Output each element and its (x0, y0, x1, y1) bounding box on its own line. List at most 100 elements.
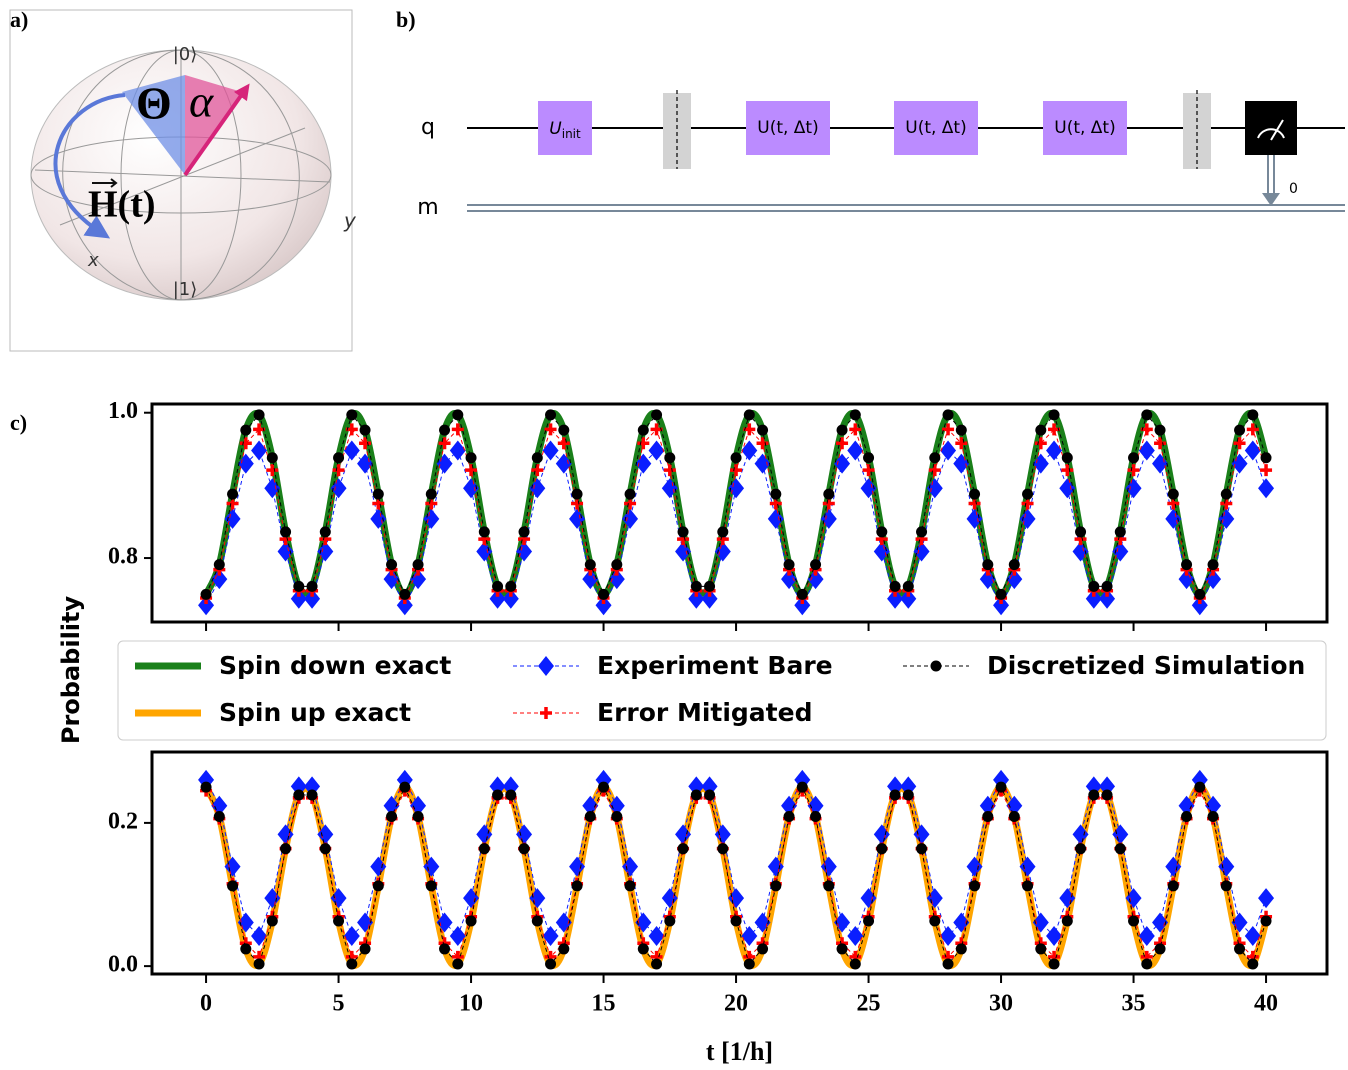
circle-marker (1022, 880, 1034, 892)
circle-marker (1101, 789, 1113, 801)
circle-marker (306, 789, 318, 801)
diamond-marker (1046, 926, 1063, 947)
diamond-marker (953, 453, 970, 474)
gate-label: U(t, Δt) (905, 118, 966, 138)
diamond-marker (1152, 912, 1169, 933)
plus-marker (756, 437, 769, 450)
legend-marker (538, 656, 554, 676)
circle-marker (1048, 958, 1060, 970)
circle-marker (333, 452, 345, 464)
diamond-marker (1244, 440, 1261, 461)
circle-marker (372, 488, 384, 500)
circle-marker (465, 452, 477, 464)
diamond-marker (913, 824, 930, 845)
legend-label: Error Mitigated (597, 698, 812, 727)
circle-marker (1167, 488, 1179, 500)
diamond-marker (304, 588, 321, 609)
diamond-marker (542, 926, 559, 947)
circle-marker (624, 488, 636, 500)
gate-subscript: init (562, 127, 581, 141)
diamond-marker (1244, 926, 1261, 947)
circle-marker (889, 789, 901, 801)
circle-marker (1061, 915, 1073, 927)
circle-marker (783, 559, 795, 571)
circle-marker (1128, 915, 1140, 927)
circle-marker (280, 843, 292, 855)
circle-marker (664, 915, 676, 927)
panel-label: a) (10, 7, 28, 32)
y-tick-label: 0.0 (108, 952, 138, 978)
plus-marker (663, 464, 676, 477)
circle-marker (704, 789, 716, 801)
axes-frame (150, 402, 1329, 624)
dashed-line (205, 449, 1267, 607)
circle-marker (359, 424, 371, 436)
diamond-marker (569, 856, 586, 877)
diamond-marker (767, 856, 784, 877)
circle-marker (531, 452, 543, 464)
diamond-marker (820, 856, 837, 877)
plus-marker (1260, 464, 1273, 477)
diamond-marker (1059, 888, 1076, 909)
circle-marker (1075, 526, 1087, 538)
legend-label: Spin up exact (219, 698, 411, 727)
x-tick-label: 10 (459, 991, 483, 1017)
x-tick-label: 0 (200, 991, 212, 1017)
gate-symbol: U (549, 119, 562, 139)
plus-marker (928, 464, 941, 477)
circle-marker (598, 781, 610, 793)
circle-marker (651, 409, 663, 421)
circle-marker (1022, 488, 1034, 500)
circle-marker (624, 880, 636, 892)
circle-marker (478, 843, 490, 855)
diamond-marker (436, 453, 453, 474)
diamond-marker (940, 440, 957, 461)
diamond-marker (1112, 824, 1129, 845)
plus-marker (955, 437, 968, 450)
circle-marker (1008, 810, 1020, 822)
circle-marker (1088, 789, 1100, 801)
plus-marker (730, 464, 743, 477)
diamond-marker (1258, 478, 1275, 499)
plus-marker (862, 464, 875, 477)
diamond-marker (1125, 888, 1142, 909)
diamond-marker (1258, 888, 1275, 909)
diamond-marker (595, 595, 612, 616)
diamond-marker (714, 824, 731, 845)
circle-marker (902, 580, 914, 592)
diamond-marker (449, 440, 466, 461)
gate-label: U(t, Δt) (757, 118, 818, 138)
y-tick-label: 1.0 (108, 398, 138, 424)
circle-marker (293, 789, 305, 801)
diamond-marker (873, 824, 890, 845)
circle-marker (518, 526, 530, 538)
circle-marker (982, 559, 994, 571)
circle-marker (545, 409, 557, 421)
circle-marker (664, 452, 676, 464)
circle-marker (412, 810, 424, 822)
diamond-marker (1032, 453, 1049, 474)
legend-marker (540, 707, 552, 719)
diamond-marker (834, 912, 851, 933)
circle-marker (995, 588, 1007, 600)
circle-marker (876, 843, 888, 855)
diamond-marker (1125, 478, 1142, 499)
circle-marker (1114, 843, 1126, 855)
circle-marker (399, 781, 411, 793)
diamond-marker (264, 888, 281, 909)
legend-frame (117, 640, 1327, 741)
axis-label: y (343, 209, 357, 233)
diamond-marker (1085, 588, 1102, 609)
circle-marker (889, 580, 901, 592)
circle-marker (372, 880, 384, 892)
circle-marker (743, 958, 755, 970)
plot-area (198, 769, 1275, 970)
circle-marker (545, 958, 557, 970)
circle-marker (306, 580, 318, 592)
circle-marker (412, 559, 424, 571)
circle-marker (505, 580, 517, 592)
plus-marker (465, 464, 478, 477)
circle-marker (584, 559, 596, 571)
ket-label: |0⟩ (173, 44, 198, 65)
